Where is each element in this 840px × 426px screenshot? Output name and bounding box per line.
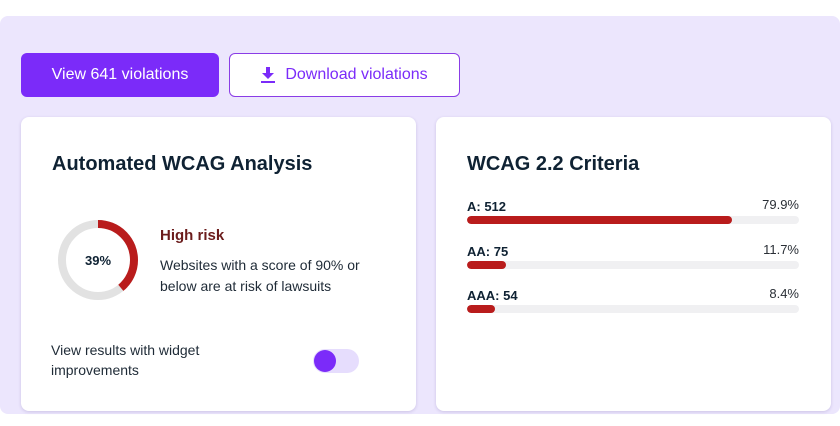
criteria-percent: 11.7% [763, 242, 799, 257]
criteria-bar-fill [467, 216, 733, 224]
toggle-knob [314, 350, 336, 372]
criteria-row-aaa: AAA: 54 8.4% [467, 286, 799, 316]
download-violations-button[interactable]: Download violations [229, 53, 460, 97]
wcag-criteria-card: WCAG 2.2 Criteria A: 512 79.9% AA: 75 11… [436, 117, 831, 411]
criteria-bar-track [467, 216, 799, 224]
criteria-label: A: 512 [467, 199, 507, 214]
analysis-title: Automated WCAG Analysis [52, 153, 313, 175]
criteria-percent: 8.4% [769, 286, 799, 301]
download-violations-label: Download violations [285, 66, 428, 83]
score-donut-arc [58, 220, 138, 300]
score-donut [58, 220, 138, 300]
widget-improvements-label: View results with widget improvements [51, 342, 200, 378]
criteria-title: WCAG 2.2 Criteria [467, 153, 640, 175]
criteria-row-aa: AA: 75 11.7% [467, 242, 799, 272]
download-icon [261, 67, 276, 83]
criteria-percent: 79.9% [762, 197, 799, 212]
criteria-label: AAA: 54 [467, 288, 518, 303]
criteria-bar-track [467, 305, 799, 313]
criteria-bar-fill [467, 261, 506, 269]
criteria-bar-track [467, 261, 799, 269]
view-violations-button[interactable]: View 641 violations [21, 53, 219, 97]
criteria-bar-fill [467, 305, 495, 313]
criteria-label: AA: 75 [467, 244, 509, 259]
score-percent: 39% [84, 252, 112, 268]
risk-description: Websites with a score of 90% or below ar… [160, 257, 360, 294]
dashboard-panel: View 641 violations Download violations … [0, 16, 840, 414]
wcag-analysis-card: Automated WCAG Analysis 39% High risk We… [21, 117, 416, 411]
risk-title: High risk [160, 227, 225, 244]
criteria-row-a: A: 512 79.9% [467, 197, 799, 227]
view-violations-label: View 641 violations [51, 66, 189, 83]
widget-improvements-toggle[interactable] [313, 349, 359, 373]
